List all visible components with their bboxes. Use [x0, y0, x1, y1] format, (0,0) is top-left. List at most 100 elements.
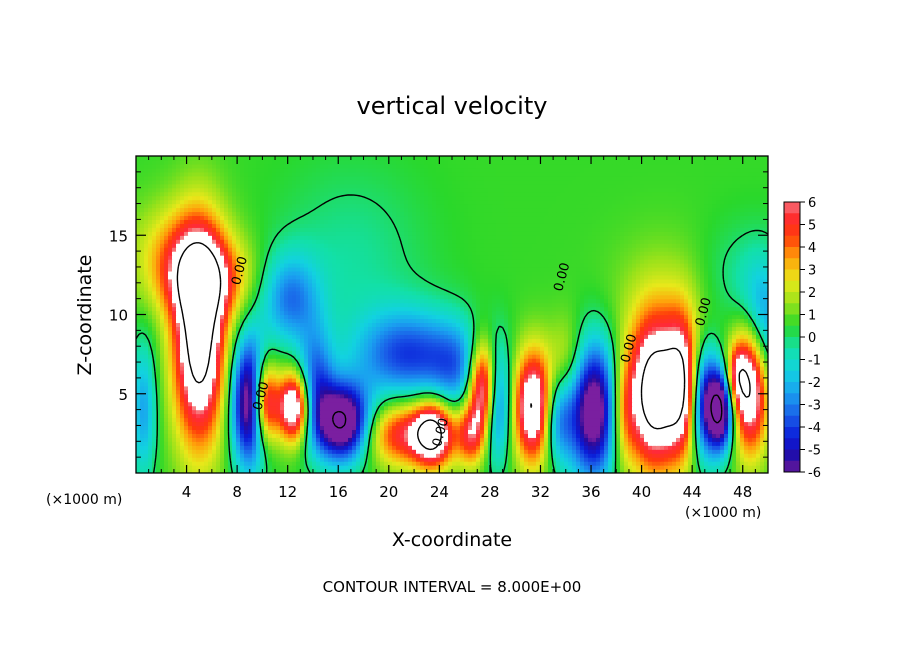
field-cell: [616, 469, 621, 473]
field-cell: [296, 385, 301, 391]
field-cell: [512, 433, 517, 438]
field-cell: [688, 445, 693, 450]
field-cell: [300, 429, 305, 434]
field-cell: [216, 377, 221, 383]
field-cell: [456, 465, 461, 470]
field-cell: [592, 425, 597, 431]
field-cell: [648, 389, 653, 395]
field-cell: [140, 437, 145, 442]
field-cell: [344, 369, 349, 375]
field-cell: [140, 401, 145, 407]
field-cell: [300, 405, 305, 411]
field-cell: [524, 457, 529, 462]
field-cell: [496, 397, 501, 403]
field-cell: [224, 461, 229, 466]
field-cell: [676, 453, 681, 458]
field-cell: [236, 389, 241, 395]
field-cell: [672, 445, 677, 450]
field-cell: [584, 405, 589, 411]
field-cell: [212, 346, 217, 351]
field-cell: [164, 429, 169, 434]
field-cell: [616, 457, 621, 462]
field-cell: [592, 445, 597, 450]
field-cell: [428, 465, 433, 470]
field-cell: [268, 389, 273, 395]
field-cell: [692, 449, 697, 454]
field-cell: [700, 358, 705, 363]
field-cell: [240, 346, 245, 351]
field-cell: [596, 469, 601, 473]
field-cell: [712, 362, 717, 367]
field-cell: [648, 449, 653, 454]
field-cell: [700, 449, 705, 454]
field-cell: [716, 437, 721, 442]
field-cell: [172, 461, 177, 466]
field-cell: [692, 397, 697, 403]
field-cell: [572, 401, 577, 407]
field-cell: [636, 429, 641, 434]
field-cell: [580, 381, 585, 387]
field-cell: [660, 441, 665, 446]
field-cell: [280, 461, 285, 466]
field-cell: [656, 373, 661, 379]
field-cell: [648, 369, 653, 375]
field-cell: [292, 397, 297, 403]
field-cell: [412, 389, 417, 395]
field-cell: [460, 445, 465, 450]
field-cell: [156, 409, 161, 415]
field-cell: [532, 385, 537, 391]
field-cell: [164, 389, 169, 395]
field-cell: [700, 429, 705, 434]
field-cell: [520, 401, 525, 407]
field-cell: [752, 425, 757, 431]
field-cell: [404, 409, 409, 415]
field-cell: [540, 373, 545, 379]
field-cell: [544, 369, 549, 375]
field-cell: [200, 413, 205, 419]
field-cell: [356, 429, 361, 434]
field-cell: [576, 385, 581, 391]
field-cell: [216, 362, 221, 367]
field-cell: [288, 373, 293, 379]
field-cell: [420, 350, 425, 355]
field-cell: [552, 350, 557, 355]
field-cell: [664, 381, 669, 387]
field-cell: [316, 465, 321, 470]
field-cell: [472, 385, 477, 391]
field-cell: [540, 441, 545, 446]
field-cell: [364, 445, 369, 450]
field-cell: [328, 425, 333, 431]
field-cell: [436, 405, 441, 411]
field-cell: [268, 441, 273, 446]
field-cell: [496, 429, 501, 434]
field-cell: [284, 366, 289, 371]
field-cell: [296, 417, 301, 423]
field-cell: [488, 409, 493, 415]
field-cell: [148, 366, 153, 371]
field-cell: [152, 421, 157, 427]
field-cell: [192, 421, 197, 427]
field-cell: [540, 362, 545, 367]
field-cell: [244, 449, 249, 454]
field-cell: [560, 385, 565, 391]
field-cell: [680, 449, 685, 454]
field-cell: [220, 401, 225, 407]
field-cell: [440, 409, 445, 415]
field-cell: [464, 401, 469, 407]
field-cell: [192, 362, 197, 367]
field-cell: [440, 366, 445, 371]
field-cell: [692, 366, 697, 371]
field-cell: [664, 405, 669, 411]
field-cell: [732, 413, 737, 419]
field-cell: [344, 354, 349, 359]
field-cell: [268, 437, 273, 442]
field-cell: [608, 373, 613, 379]
field-cell: [276, 405, 281, 411]
field-cell: [468, 417, 473, 423]
field-cell: [300, 441, 305, 446]
field-cell: [168, 457, 173, 462]
field-cell: [472, 421, 477, 427]
field-cell: [212, 397, 217, 403]
field-cell: [688, 453, 693, 458]
field-cell: [156, 421, 161, 427]
